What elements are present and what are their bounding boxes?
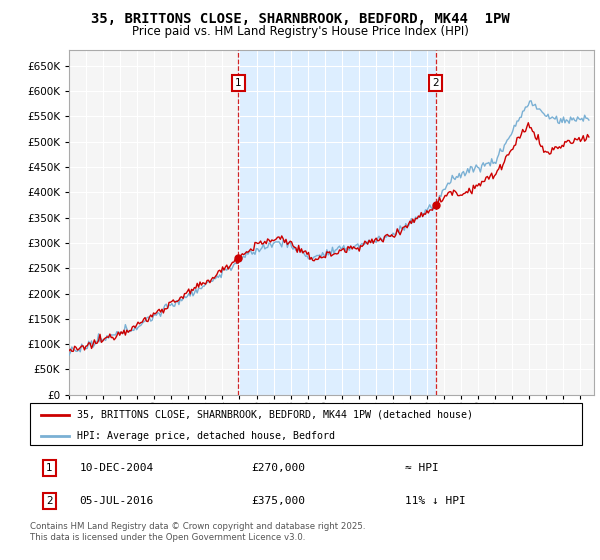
- Text: 1: 1: [235, 78, 242, 88]
- Text: 35, BRITTONS CLOSE, SHARNBROOK, BEDFORD, MK44  1PW: 35, BRITTONS CLOSE, SHARNBROOK, BEDFORD,…: [91, 12, 509, 26]
- FancyBboxPatch shape: [30, 403, 582, 445]
- Text: 2: 2: [433, 78, 439, 88]
- Text: £270,000: £270,000: [251, 463, 305, 473]
- Text: 05-JUL-2016: 05-JUL-2016: [80, 496, 154, 506]
- Bar: [238, 50, 436, 395]
- Text: Contains HM Land Registry data © Crown copyright and database right 2025.: Contains HM Land Registry data © Crown c…: [30, 522, 365, 531]
- Text: £375,000: £375,000: [251, 496, 305, 506]
- Text: 10-DEC-2004: 10-DEC-2004: [80, 463, 154, 473]
- Text: HPI: Average price, detached house, Bedford: HPI: Average price, detached house, Bedf…: [77, 431, 335, 441]
- Text: This data is licensed under the Open Government Licence v3.0.: This data is licensed under the Open Gov…: [30, 533, 305, 542]
- Text: 2: 2: [46, 496, 53, 506]
- Text: 35, BRITTONS CLOSE, SHARNBROOK, BEDFORD, MK44 1PW (detached house): 35, BRITTONS CLOSE, SHARNBROOK, BEDFORD,…: [77, 409, 473, 419]
- Text: 1: 1: [46, 463, 53, 473]
- Text: 11% ↓ HPI: 11% ↓ HPI: [406, 496, 466, 506]
- Text: ≈ HPI: ≈ HPI: [406, 463, 439, 473]
- Text: Price paid vs. HM Land Registry's House Price Index (HPI): Price paid vs. HM Land Registry's House …: [131, 25, 469, 38]
